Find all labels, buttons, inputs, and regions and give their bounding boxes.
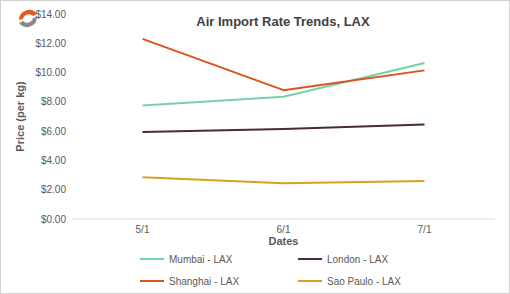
legend-swatch: [298, 258, 322, 260]
series-line: [143, 63, 425, 105]
legend-swatch: [140, 280, 164, 282]
frame: [1, 1, 510, 294]
x-tick-label: 6/1: [277, 224, 291, 235]
y-tick-label: $10.00: [35, 67, 66, 78]
y-tick-label: $12.00: [35, 38, 66, 49]
y-tick: [69, 14, 72, 15]
legend-label: Sao Paulo - LAX: [327, 276, 401, 287]
legend-label: Mumbai - LAX: [169, 254, 233, 265]
x-tick-label: 7/1: [418, 224, 432, 235]
y-tick-label: $14.00: [35, 9, 66, 20]
plot-area: [143, 39, 425, 183]
x-axis-label: Dates: [269, 235, 299, 247]
y-tick-label: $6.00: [41, 126, 66, 137]
title: Air Import Rate Trends, LAX: [196, 14, 370, 29]
legend-label: Shanghai - LAX: [169, 276, 239, 287]
logo-bottom: [19, 17, 37, 27]
y-tick: [69, 101, 72, 102]
y-tick-label: $0.00: [41, 214, 66, 225]
legend-swatch: [298, 280, 322, 282]
y-tick-label: $8.00: [41, 96, 66, 107]
y-tick-label: $2.00: [41, 184, 66, 195]
y-tick: [69, 72, 72, 73]
series-line: [143, 125, 425, 132]
legend: Mumbai - LAX London - LAX Shanghai - LAX Sa…: [140, 254, 401, 287]
series-line: [143, 177, 425, 183]
legend-swatch: [140, 258, 164, 260]
y-tick: [69, 219, 72, 220]
y-tick: [69, 43, 72, 44]
x-axis-line: [72, 219, 495, 220]
y-axis-label: Price (per kg): [14, 81, 26, 152]
series-line: [143, 39, 425, 90]
logo: [19, 10, 37, 27]
chart: Air Import Rate Trends, LAX Price (per kg…: [0, 0, 510, 294]
x-tick-label: 5/1: [136, 224, 150, 235]
y-tick-label: $4.00: [41, 155, 66, 166]
y-tick: [69, 189, 72, 190]
y-tick: [69, 160, 72, 161]
y-tick: [69, 131, 72, 132]
legend-label: London - LAX: [327, 254, 388, 265]
